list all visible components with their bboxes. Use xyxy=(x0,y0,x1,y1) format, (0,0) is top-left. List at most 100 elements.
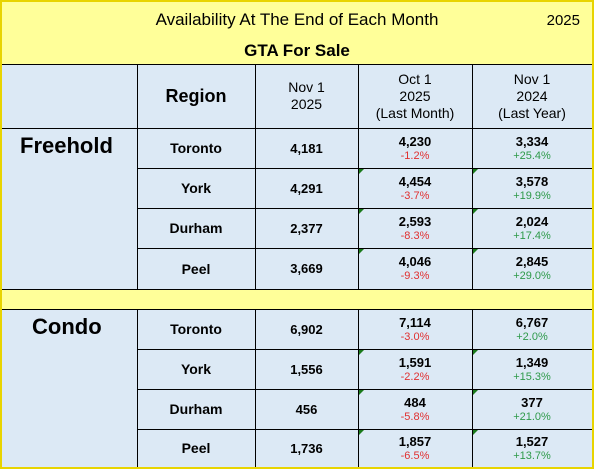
table-row-last-year: 2,845 +29.0% xyxy=(472,248,592,289)
rule xyxy=(2,289,592,290)
availability-table: Region Nov 1 2025 Oct 1 2025 (Last Month… xyxy=(2,64,592,467)
value: 6,767 xyxy=(515,314,549,330)
comment-marker-icon xyxy=(473,390,478,395)
comment-marker-icon xyxy=(359,430,364,435)
table-row-current: 1,556 xyxy=(290,361,323,377)
table-row-last-month: 4,454 -3.7% xyxy=(358,168,472,208)
header-last-month-line2: 2025 xyxy=(399,87,431,104)
rule xyxy=(137,429,592,430)
header-last-year-line2: 2024 xyxy=(516,87,548,104)
table-row-last-month: 2,593 -8.3% xyxy=(358,208,472,248)
rule xyxy=(255,309,256,467)
comment-marker-icon xyxy=(359,169,364,174)
rule xyxy=(137,208,592,209)
header-current-line2: 2025 xyxy=(290,96,323,112)
header-last-month: Oct 1 2025 (Last Month) xyxy=(358,64,472,128)
rule xyxy=(137,248,592,249)
table-row-last-year: 2,024 +17.4% xyxy=(472,208,592,248)
year-label: 2025 xyxy=(546,12,580,29)
rule xyxy=(137,309,138,467)
comment-marker-icon xyxy=(473,169,478,174)
header-last-year-line3: (Last Year) xyxy=(498,104,566,121)
value: 4,454 xyxy=(398,173,432,189)
table-row-region: Durham xyxy=(169,220,223,236)
table-row-last-year: 377 +21.0% xyxy=(472,389,592,429)
table-row-region: Toronto xyxy=(170,140,222,156)
table-row-current: 456 xyxy=(295,401,318,417)
header-last-year: Nov 1 2024 (Last Year) xyxy=(472,64,592,128)
table-row-region: Durham xyxy=(169,401,223,417)
value: 4,046 xyxy=(398,254,432,269)
change-negative: -8.3% xyxy=(400,229,430,242)
table-row-current: 6,902 xyxy=(290,321,323,337)
comment-marker-icon xyxy=(359,209,364,214)
table-row-last-month: 484 -5.8% xyxy=(358,389,472,429)
header-last-year-line1: Nov 1 xyxy=(513,70,551,87)
value: 1,349 xyxy=(515,354,549,370)
change-negative: -1.2% xyxy=(400,149,430,162)
change-positive: +25.4% xyxy=(513,149,551,162)
table-row-last-year: 1,349 +15.3% xyxy=(472,349,592,389)
table-row-current: 3,669 xyxy=(290,261,323,276)
rule xyxy=(137,168,592,169)
change-negative: -5.8% xyxy=(400,410,430,423)
rule xyxy=(2,309,592,310)
table-row-region: Toronto xyxy=(170,321,222,337)
comment-marker-icon xyxy=(473,350,478,355)
change-positive: +29.0% xyxy=(513,270,551,282)
change-negative: -3.0% xyxy=(400,330,430,343)
table-subtitle: GTA For Sale xyxy=(244,41,350,60)
table-row-region: Peel xyxy=(181,260,211,277)
header-region: Region xyxy=(165,85,227,106)
change-positive: +21.0% xyxy=(513,410,551,423)
table-row-last-month: 1,857 -6.5% xyxy=(358,429,472,467)
comment-marker-icon xyxy=(359,390,364,395)
table-row-current: 2,377 xyxy=(290,220,323,236)
table-row-last-month: 4,046 -9.3% xyxy=(358,248,472,289)
table-row-current: 1,736 xyxy=(290,440,323,456)
table-row-current: 4,181 xyxy=(290,140,323,156)
rule xyxy=(255,64,256,289)
rule xyxy=(472,309,473,467)
value: 7,114 xyxy=(399,314,431,330)
header-last-month-line1: Oct 1 xyxy=(398,70,432,87)
change-positive: +17.4% xyxy=(513,229,551,242)
header-current-line1: Nov 1 xyxy=(288,79,325,95)
value: 4,230 xyxy=(398,133,432,149)
value: 2,024 xyxy=(515,213,549,229)
value: 1,591 xyxy=(398,354,432,370)
page-title: Availability At The End of Each Month xyxy=(155,10,439,29)
header-current: Nov 1 2025 xyxy=(255,64,358,128)
table-row-last-year: 3,578 +19.9% xyxy=(472,168,592,208)
change-negative: -9.3% xyxy=(400,270,430,282)
comment-marker-icon xyxy=(359,350,364,355)
comment-marker-icon xyxy=(473,430,478,435)
value: 3,334 xyxy=(515,133,549,149)
change-positive: +19.9% xyxy=(513,189,551,202)
table-row-region: York xyxy=(180,180,212,196)
table-row-last-month: 4,230 -1.2% xyxy=(358,128,472,168)
table-row-last-year: 3,334 +25.4% xyxy=(472,128,592,168)
comment-marker-icon xyxy=(473,249,478,254)
rule xyxy=(137,64,138,289)
change-positive: +2.0% xyxy=(516,330,548,343)
header-last-month-line3: (Last Month) xyxy=(375,104,455,121)
value: 377 xyxy=(521,394,543,410)
table-row-region: York xyxy=(180,361,212,377)
rule xyxy=(358,309,359,467)
rule xyxy=(2,64,592,65)
rule xyxy=(137,389,592,390)
change-negative: -6.5% xyxy=(400,449,430,462)
table-row-last-year: 1,527 +13.7% xyxy=(472,429,592,467)
table-row-last-year: 6,767 +2.0% xyxy=(472,309,592,349)
condo-block xyxy=(2,309,592,467)
value: 1,857 xyxy=(398,433,432,449)
freehold-block xyxy=(2,64,592,289)
rule xyxy=(137,349,592,350)
table-row-current: 4,291 xyxy=(290,180,323,196)
rule xyxy=(2,128,592,129)
value: 484 xyxy=(404,394,426,410)
rule xyxy=(472,64,473,289)
value: 1,527 xyxy=(515,433,549,449)
